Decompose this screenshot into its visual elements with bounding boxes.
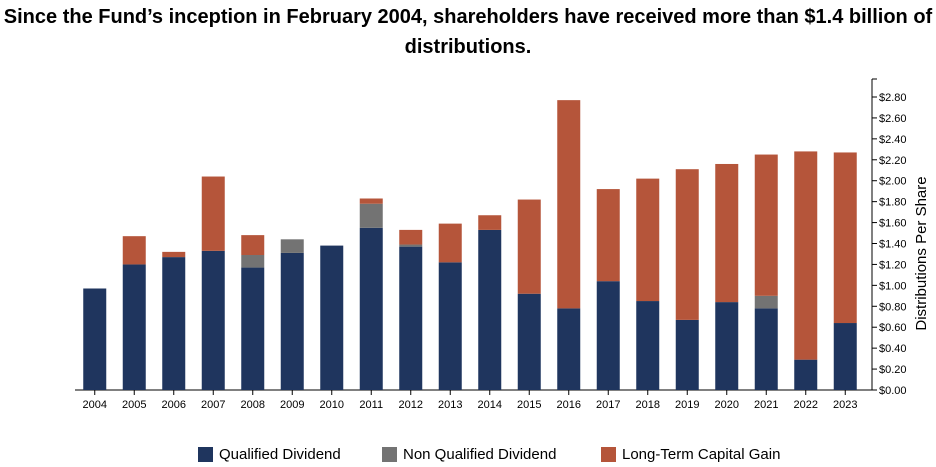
bar-long-term-capital-gain-2013	[438, 223, 462, 263]
bar-qualified-dividend-2009	[280, 252, 304, 390]
bar-qualified-dividend-2004	[83, 288, 107, 390]
bar-qualified-dividend-2012	[399, 246, 423, 390]
x-tick-label: 2009	[280, 399, 304, 411]
bar-long-term-capital-gain-2015	[517, 199, 541, 294]
legend: Qualified Dividend Non Qualified Dividen…	[0, 446, 936, 466]
bar-qualified-dividend-2005	[122, 264, 146, 390]
bar-long-term-capital-gain-2023	[833, 152, 857, 324]
legend-swatch-non-qualified-dividend	[382, 447, 397, 462]
y-tick-label: $2.00	[879, 176, 907, 188]
bar-qualified-dividend-2008	[241, 267, 265, 390]
x-tick-label: 2020	[715, 399, 739, 411]
y-tick-label: $2.20	[879, 155, 907, 167]
y-tick-label: $1.60	[879, 218, 907, 230]
x-tick-label: 2004	[83, 399, 107, 411]
y-tick-label: $0.40	[879, 343, 907, 355]
legend-label-long-term-capital-gain: Long-Term Capital Gain	[622, 446, 781, 463]
x-tick-label: 2015	[517, 399, 541, 411]
y-tick-label: $1.80	[879, 197, 907, 209]
x-tick-label: 2010	[320, 399, 344, 411]
bar-long-term-capital-gain-2005	[122, 236, 146, 265]
bar-long-term-capital-gain-2012	[399, 229, 423, 245]
legend-label-non-qualified-dividend: Non Qualified Dividend	[403, 446, 557, 463]
bar-long-term-capital-gain-2018	[636, 178, 660, 302]
bar-qualified-dividend-2022	[794, 359, 818, 390]
legend-item-qualified-dividend: Qualified Dividend	[198, 446, 341, 463]
chart-title-line2: distributions.	[404, 36, 532, 58]
y-tick-label: $1.20	[879, 259, 907, 271]
y-tick-label: $2.80	[879, 92, 907, 104]
legend-item-long-term-capital-gain: Long-Term Capital Gain	[601, 446, 780, 463]
x-tick-label: 2021	[754, 399, 778, 411]
x-tick-label: 2022	[794, 399, 818, 411]
x-tick-label: 2013	[438, 399, 462, 411]
bar-non-qualified-dividend-2008	[241, 255, 265, 268]
y-tick-label: $2.60	[879, 113, 907, 125]
bar-long-term-capital-gain-2016	[557, 100, 581, 309]
bar-non-qualified-dividend-2012	[399, 244, 423, 247]
bar-qualified-dividend-2015	[517, 293, 541, 390]
y-axis-title: Distributions Per Share	[913, 176, 930, 330]
bar-qualified-dividend-2011	[359, 227, 383, 390]
bar-qualified-dividend-2023	[833, 323, 857, 390]
y-tick-label: $0.80	[879, 301, 907, 313]
bar-long-term-capital-gain-2008	[241, 235, 265, 256]
x-tick-label: 2011	[359, 399, 383, 411]
x-tick-label: 2023	[833, 399, 857, 411]
y-tick-label: $0.20	[879, 364, 907, 376]
bar-non-qualified-dividend-2021	[754, 295, 778, 309]
bar-qualified-dividend-2013	[438, 262, 462, 390]
x-tick-label: 2012	[399, 399, 423, 411]
bar-qualified-dividend-2021	[754, 308, 778, 390]
chart-title: Since the Fund’s inception in February 2…	[0, 2, 936, 62]
legend-item-non-qualified-dividend: Non Qualified Dividend	[382, 446, 556, 463]
bar-qualified-dividend-2006	[162, 257, 186, 390]
bar-qualified-dividend-2017	[596, 281, 620, 390]
bar-qualified-dividend-2016	[557, 308, 581, 390]
bar-qualified-dividend-2020	[715, 302, 739, 390]
x-tick-label: 2019	[675, 399, 699, 411]
bar-long-term-capital-gain-2006	[162, 251, 186, 258]
x-tick-label: 2016	[557, 399, 581, 411]
bar-long-term-capital-gain-2007	[201, 176, 225, 251]
legend-swatch-qualified-dividend	[198, 447, 213, 462]
chart-title-line1: Since the Fund’s inception in February 2…	[3, 6, 933, 28]
bar-long-term-capital-gain-2021	[754, 154, 778, 296]
bar-qualified-dividend-2010	[320, 245, 344, 390]
bar-long-term-capital-gain-2022	[794, 151, 818, 360]
y-tick-label: $0.60	[879, 322, 907, 334]
legend-swatch-long-term-capital-gain	[601, 447, 616, 462]
x-tick-label: 2014	[478, 399, 502, 411]
x-tick-label: 2006	[162, 399, 186, 411]
bar-qualified-dividend-2018	[636, 301, 660, 390]
bar-long-term-capital-gain-2011	[359, 198, 383, 204]
legend-label-qualified-dividend: Qualified Dividend	[219, 446, 341, 463]
x-tick-label: 2018	[636, 399, 660, 411]
bar-non-qualified-dividend-2011	[359, 203, 383, 228]
bar-long-term-capital-gain-2014	[478, 215, 502, 230]
bar-long-term-capital-gain-2019	[675, 169, 699, 320]
bar-non-qualified-dividend-2009	[280, 239, 304, 253]
bar-long-term-capital-gain-2020	[715, 163, 739, 303]
x-tick-label: 2008	[241, 399, 265, 411]
x-tick-label: 2005	[122, 399, 146, 411]
x-tick-label: 2017	[596, 399, 620, 411]
bar-qualified-dividend-2007	[201, 250, 225, 390]
bar-qualified-dividend-2014	[478, 229, 502, 390]
y-tick-label: $2.40	[879, 134, 907, 146]
x-tick-label: 2007	[201, 399, 225, 411]
bar-long-term-capital-gain-2017	[596, 189, 620, 282]
bar-qualified-dividend-2019	[675, 319, 699, 390]
y-tick-label: $0.00	[879, 385, 907, 397]
y-tick-label: $1.40	[879, 239, 907, 251]
y-tick-label: $1.00	[879, 280, 907, 292]
